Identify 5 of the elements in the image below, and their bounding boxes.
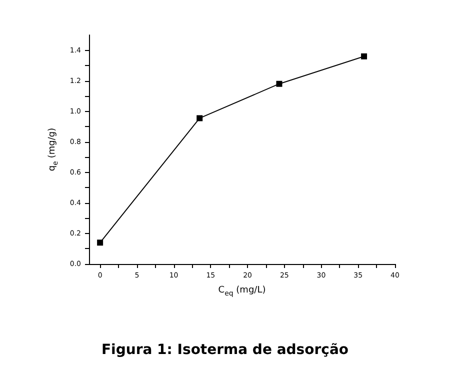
text: Figura 1: Isoterma de adsorção [101,342,349,358]
point [361,53,368,60]
point [276,80,282,87]
point [97,240,104,246]
point [196,115,203,122]
